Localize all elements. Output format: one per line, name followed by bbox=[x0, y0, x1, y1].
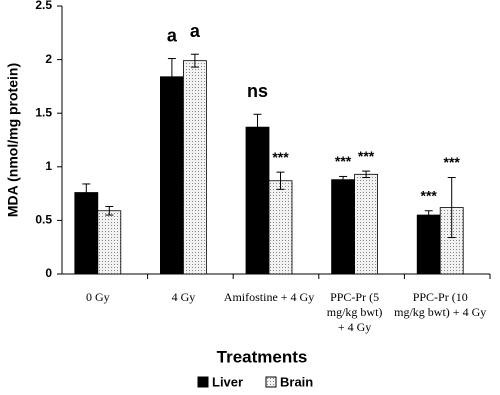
x-axis-title: Treatments bbox=[217, 347, 308, 366]
bar bbox=[354, 173, 379, 275]
x-tick-label: 4 Gy bbox=[172, 290, 196, 304]
x-tick-label-line: PPC-Pr (5 bbox=[330, 290, 379, 304]
bar bbox=[97, 210, 122, 275]
x-tick-label-line: + 4 Gy bbox=[338, 320, 371, 334]
error-bar bbox=[424, 210, 433, 220]
significance-label: *** bbox=[444, 154, 461, 170]
error-bar bbox=[105, 205, 114, 216]
error-bar bbox=[276, 171, 285, 190]
significance-label: a bbox=[190, 21, 201, 41]
y-tick-label: 1 bbox=[45, 159, 52, 173]
y-tick-label: 2 bbox=[45, 52, 52, 66]
bar bbox=[268, 180, 293, 275]
y-axis-title: MDA (nmol/mg protein) bbox=[5, 63, 21, 217]
error-bar bbox=[253, 113, 262, 141]
x-tick-label-line: 0 Gy bbox=[86, 290, 110, 304]
error-bar bbox=[339, 175, 348, 184]
significance-label: *** bbox=[421, 187, 438, 203]
legend-label: Brain bbox=[280, 374, 313, 389]
bar bbox=[159, 76, 184, 275]
significance-label: *** bbox=[272, 149, 289, 165]
error-bar bbox=[447, 177, 456, 239]
bar bbox=[245, 126, 270, 275]
y-tick-label: 0.5 bbox=[35, 213, 52, 227]
bar bbox=[74, 192, 99, 275]
x-tick-label: 0 Gy bbox=[86, 290, 110, 304]
significance-label: a bbox=[167, 25, 178, 45]
x-tick-label: Amifostine + 4 Gy bbox=[224, 290, 314, 304]
x-tick-label: PPC-Pr (5 mg/kg bwt) + 4 Gy bbox=[327, 290, 383, 334]
legend-swatch bbox=[197, 376, 209, 388]
error-bar bbox=[362, 170, 371, 179]
x-tick-label-line: mg/kg bwt) bbox=[327, 305, 383, 319]
error-bar bbox=[82, 183, 91, 202]
x-tick-label: PPC-Pr (10 mg/kg bwt) + 4 Gy bbox=[394, 290, 486, 319]
bar bbox=[331, 179, 356, 275]
x-tick-label-line: mg/kg bwt) + 4 Gy bbox=[394, 305, 486, 319]
y-tick-label: 0 bbox=[45, 266, 52, 280]
significance-label: *** bbox=[335, 153, 352, 169]
bar bbox=[416, 214, 441, 275]
y-tick-label: 1.5 bbox=[35, 105, 52, 119]
legend-swatch bbox=[265, 376, 277, 388]
x-tick-label-line: Amifostine + 4 Gy bbox=[224, 290, 314, 304]
significance-label: *** bbox=[358, 148, 375, 164]
significance-label: ns bbox=[247, 81, 268, 101]
legend-label: Liver bbox=[212, 374, 243, 389]
error-bar bbox=[167, 58, 176, 96]
x-tick-label-line: 4 Gy bbox=[172, 290, 196, 304]
bar bbox=[182, 60, 207, 275]
x-tick-label-line: PPC-Pr (10 bbox=[413, 290, 468, 304]
error-bar bbox=[190, 53, 199, 68]
y-tick-label: 2.5 bbox=[35, 0, 52, 12]
